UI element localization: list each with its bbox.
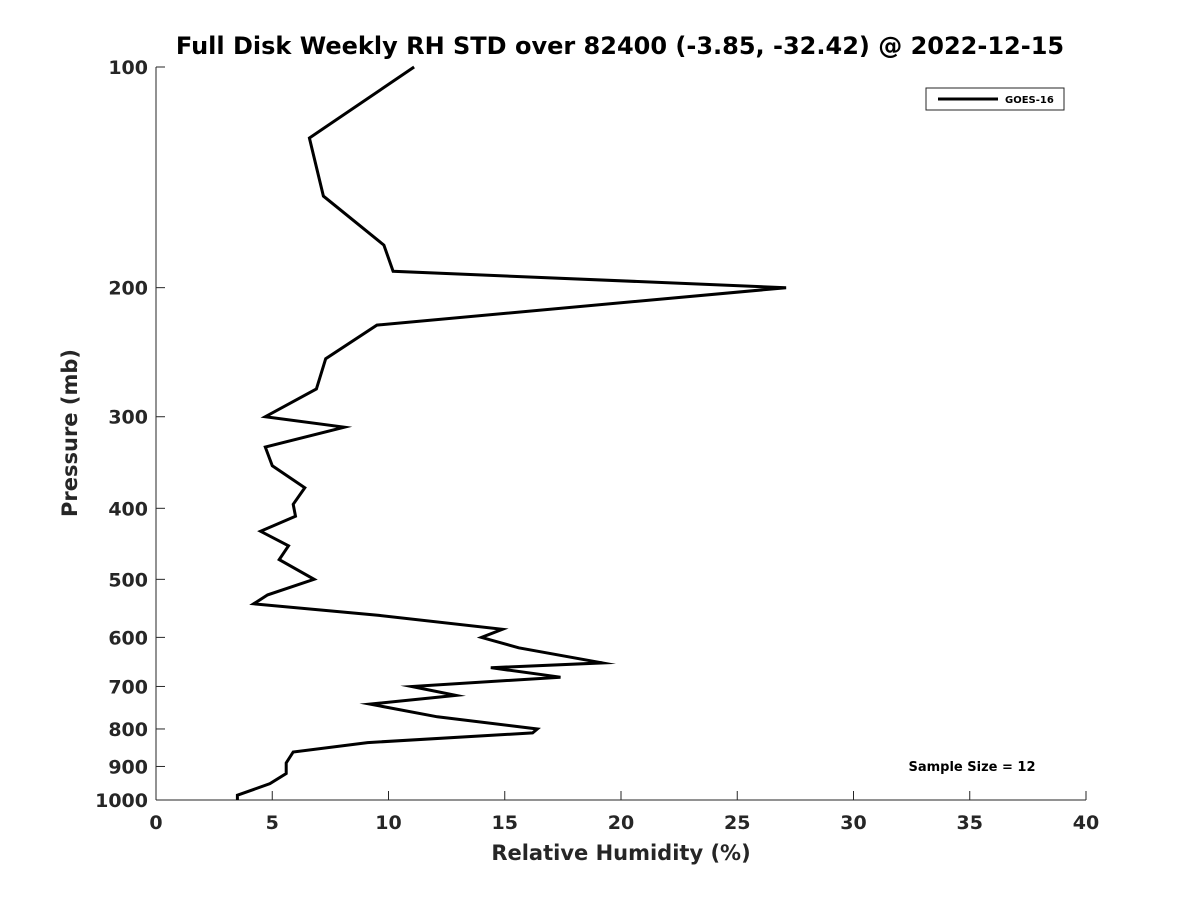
x-tick-label: 10 — [375, 812, 401, 834]
legend: GOES-16 — [925, 87, 1065, 111]
y-tick-label: 100 — [108, 57, 148, 79]
y-tick-label: 400 — [108, 498, 148, 520]
y-axis-label: Pressure (mb) — [58, 349, 82, 517]
y-tick-label: 700 — [108, 676, 148, 698]
x-ticks: 0 5 10 15 20 25 30 35 40 — [149, 791, 1099, 834]
x-tick-label: 40 — [1073, 812, 1099, 834]
legend-label-goes-16: GOES-16 — [1005, 95, 1054, 106]
y-tick-label: 600 — [108, 627, 148, 649]
axes — [155, 67, 1086, 801]
x-axis-label: Relative Humidity (%) — [491, 841, 750, 865]
x-tick-label: 35 — [957, 812, 983, 834]
sample-size-annotation: Sample Size = 12 — [908, 760, 1035, 775]
x-tick-label: 25 — [724, 812, 750, 834]
plot-area — [156, 67, 1086, 800]
y-tick-label: 500 — [108, 569, 148, 591]
y-ticks: 100 200 300 400 500 600 700 800 900 1000 — [95, 57, 165, 812]
y-tick-label: 1000 — [95, 790, 148, 812]
y-tick-label: 200 — [108, 278, 148, 300]
chart-title: Full Disk Weekly RH STD over 82400 (-3.8… — [176, 32, 1064, 60]
x-tick-label: 0 — [149, 812, 162, 834]
y-tick-label: 900 — [108, 756, 148, 778]
x-tick-label: 5 — [266, 812, 279, 834]
x-tick-label: 20 — [608, 812, 634, 834]
y-tick-label: 300 — [108, 407, 148, 429]
y-tick-label: 800 — [108, 719, 148, 741]
series-line-goes-16 — [235, 65, 787, 800]
x-tick-label: 15 — [492, 812, 518, 834]
x-tick-label: 30 — [840, 812, 866, 834]
series-layer — [235, 65, 787, 800]
